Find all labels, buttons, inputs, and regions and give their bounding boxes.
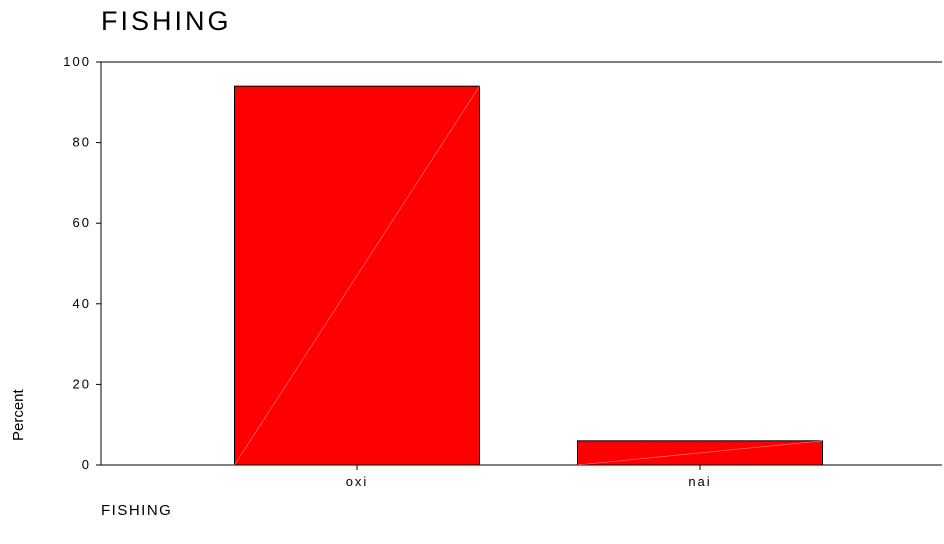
y-tick-label: 20: [73, 376, 91, 391]
bar-shading-line: [577, 440, 823, 466]
y-tick-label: 60: [73, 215, 91, 230]
x-axis-title: FISHING: [101, 502, 173, 519]
chart-title: FISHING: [101, 6, 232, 36]
y-tick-label: 0: [82, 457, 91, 472]
y-tick-label: 40: [73, 296, 91, 311]
x-tick-label: oxi: [346, 474, 369, 489]
x-tick-label: nai: [688, 474, 711, 489]
y-tick-label: 80: [73, 135, 91, 150]
bar-shading-line: [234, 86, 480, 466]
y-tick-label: 100: [63, 54, 91, 69]
